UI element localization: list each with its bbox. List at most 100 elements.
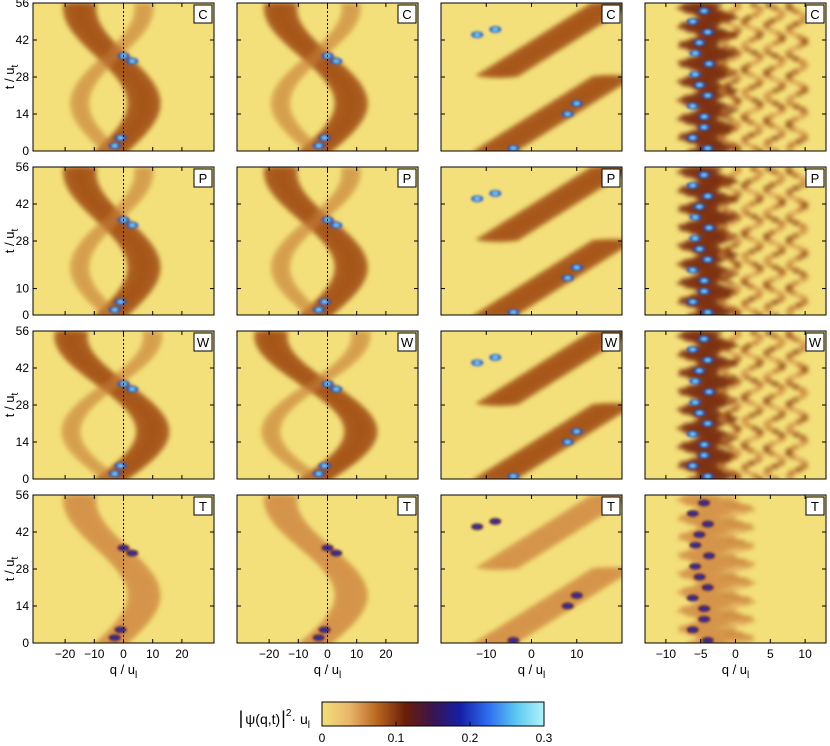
colorbar-gradient [322, 702, 544, 726]
y-tick-label: 28 [16, 398, 30, 412]
x-axis-label: q / ul [722, 662, 750, 681]
density-map [471, 3, 622, 151]
y-tick-label: 10 [16, 282, 30, 296]
row-tag-box [397, 332, 417, 352]
colorbar-tick-label: 0 [319, 731, 326, 745]
panel-c-2: C [236, 2, 419, 152]
row-tag-box [805, 4, 825, 24]
panel-t-1: 0 14 28 42 56 −20 −10 0 10 20 Tt / ut q / ul [2, 488, 215, 681]
panel-p-2: P [236, 166, 419, 316]
panel-w-1: 0 14 28 42 56 Wt / ut [2, 324, 215, 486]
row-tag-box [397, 4, 417, 24]
row-tag-box [601, 4, 621, 24]
y-axis-label: t / ut [2, 557, 21, 582]
y-tick-label: 14 [16, 599, 30, 613]
x-axis-label: q / ul [110, 662, 138, 681]
x-tick-label: −10 [656, 647, 677, 661]
y-axis-label: t / ut [2, 229, 21, 254]
row-tag-box [601, 496, 621, 516]
y-tick-label: 28 [16, 234, 30, 248]
density-map [676, 495, 756, 643]
y-tick-label: 0 [22, 636, 29, 650]
panel-w-4: W [644, 330, 827, 480]
panel-p-1: 0 10 28 42 56 Pt / ut [2, 160, 215, 322]
y-tick-label: 42 [16, 361, 30, 375]
colorbar-tick-label: 0.1 [388, 731, 405, 745]
x-axis-label: q / ul [518, 662, 546, 681]
panel-p-4: P [644, 166, 827, 316]
x-axis-label: q / ul [314, 662, 342, 681]
x-tick-label: 10 [798, 647, 812, 661]
colorbar-label: | ψ(q,t)|2· ul [239, 708, 310, 731]
row-tag-label: C [198, 7, 207, 22]
row-tag-box [805, 496, 825, 516]
row-tag-label: P [811, 171, 820, 186]
x-tick-label: −20 [259, 647, 280, 661]
x-tick-label: 0 [528, 647, 535, 661]
panel-t-4: −10 −5 0 5 10 Tq / ul [644, 494, 827, 681]
density-map [471, 167, 622, 315]
row-tag-label: T [199, 499, 207, 514]
density-map [676, 167, 810, 315]
row-tag-box [397, 168, 417, 188]
y-tick-label: 56 [16, 160, 30, 174]
x-tick-label: 10 [146, 647, 160, 661]
x-tick-label: −10 [288, 647, 309, 661]
y-axis-label: t / ut [2, 393, 21, 418]
row-tag-label: T [403, 499, 411, 514]
x-tick-label: −5 [694, 647, 708, 661]
row-tag-label: P [403, 171, 412, 186]
row-tag-label: C [402, 7, 411, 22]
x-tick-label: 0 [324, 647, 331, 661]
row-tag-label: W [401, 335, 414, 350]
y-tick-label: 28 [16, 562, 30, 576]
colorbar-tick-label: 0.3 [536, 731, 553, 745]
colorbar-tick-label: 0.2 [462, 731, 479, 745]
panel-t-3: −10 0 10 Tq / ul [440, 494, 623, 681]
row-tag-label: C [606, 7, 615, 22]
x-tick-label: 0 [120, 647, 127, 661]
row-tag-box [601, 332, 621, 352]
y-tick-label: 14 [16, 107, 30, 121]
row-tag-label: W [809, 335, 822, 350]
row-tag-label: P [199, 171, 208, 186]
row-tag-label: W [605, 335, 618, 350]
x-tick-label: −10 [476, 647, 497, 661]
row-tag-box [805, 168, 825, 188]
density-map [62, 3, 162, 151]
density-map [262, 495, 369, 643]
y-tick-label: 0 [22, 472, 29, 486]
density-map [262, 3, 369, 151]
row-tag-label: T [811, 499, 819, 514]
panel-c-4: C [644, 2, 827, 152]
y-tick-label: 0 [22, 308, 29, 322]
row-tag-box [193, 332, 213, 352]
row-tag-label: T [607, 499, 615, 514]
panel-w-3: W [440, 330, 623, 480]
y-tick-label: 42 [16, 525, 30, 539]
row-tag-box [805, 332, 825, 352]
row-tag-label: W [197, 335, 210, 350]
x-tick-label: −20 [55, 647, 76, 661]
y-tick-label: 42 [16, 197, 30, 211]
x-tick-label: 5 [767, 647, 774, 661]
x-tick-label: 0 [732, 647, 739, 661]
x-tick-label: 20 [379, 647, 393, 661]
panel-grid: 0 14 28 42 56 Ct / ut C C C 0 10 28 42 56 Pt / ut P P P 0 1… [2, 0, 827, 681]
y-tick-label: 56 [16, 488, 30, 502]
density-map [53, 331, 171, 479]
row-tag-box [193, 496, 213, 516]
y-tick-label: 28 [16, 70, 30, 84]
density-map [676, 331, 810, 479]
x-tick-label: 10 [350, 647, 364, 661]
density-map [262, 167, 369, 315]
density-map [62, 495, 162, 643]
panel-c-3: C [440, 2, 623, 152]
y-axis-label: t / ut [2, 65, 21, 90]
y-tick-label: 0 [22, 144, 29, 158]
density-map [471, 495, 622, 643]
panel-w-2: W [236, 330, 419, 480]
row-tag-box [397, 496, 417, 516]
panel-t-2: −20 −10 0 10 20 Tq / ul [236, 494, 419, 681]
